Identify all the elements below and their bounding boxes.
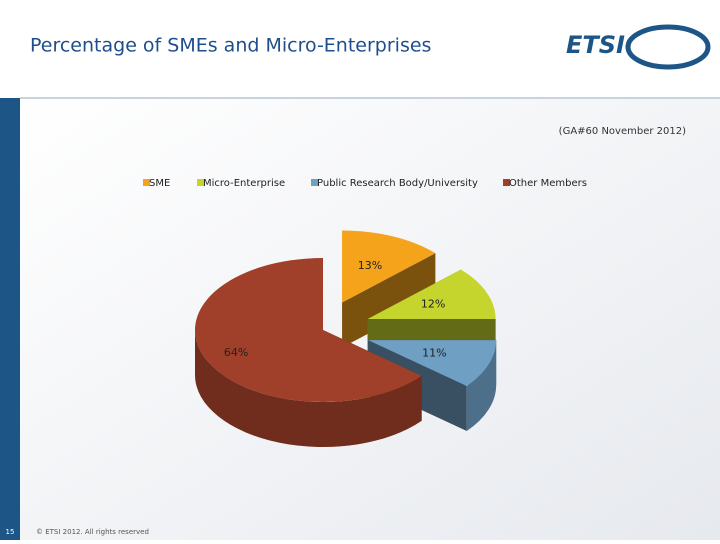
logo: ETSI: [566, 24, 711, 70]
slide-title: Percentage of SMEs and Micro-Enterprises: [30, 35, 431, 57]
data-label: 11%: [422, 347, 446, 360]
legend-label: Micro-Enterprise: [203, 178, 285, 189]
legend-swatch: [143, 179, 150, 186]
legend-label: Public Research Body/University: [317, 178, 478, 189]
logo-swoosh: [625, 24, 711, 70]
slice-top: [195, 258, 422, 402]
slice-top: [342, 230, 436, 303]
data-label: 12%: [421, 297, 445, 310]
slide-number: 15: [6, 528, 15, 536]
slice-outer-wall: [195, 330, 422, 447]
data-label: 13%: [358, 259, 382, 272]
data-label: 64%: [224, 346, 248, 359]
slice-top: [368, 340, 497, 387]
logo-text: ETSI: [566, 31, 625, 59]
slice-top: [367, 269, 496, 319]
legend-swatch: [311, 179, 318, 186]
legend-swatch: [197, 179, 204, 186]
legend-swatch: [503, 179, 510, 186]
slice-radial-wall: [342, 253, 436, 348]
side-bar: [0, 98, 20, 540]
legend-label: Other Members: [509, 178, 587, 189]
chart: SME Micro-Enterprise Public Research Body/…: [143, 178, 587, 447]
slice-outer-wall: [466, 340, 497, 432]
chart-subtitle: (GA#60 November 2012): [559, 126, 686, 137]
footer: © ETSI 2012. All rights reserved: [36, 528, 149, 536]
legend-label: SME: [149, 178, 170, 189]
slice: [342, 230, 436, 348]
slice: [195, 258, 422, 447]
